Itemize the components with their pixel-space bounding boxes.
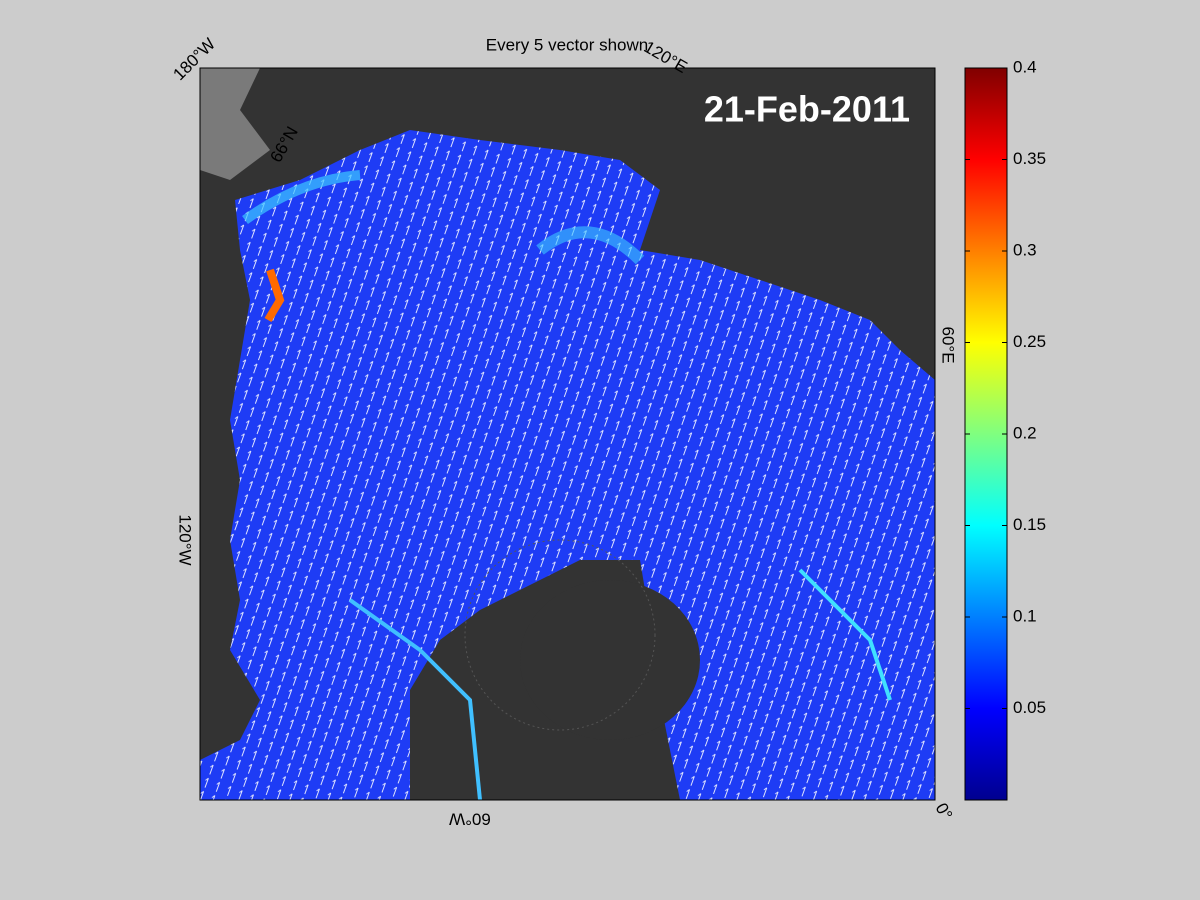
colorbar-tick-label: 0.25 [1013, 332, 1046, 351]
land-light [200, 68, 270, 180]
colorbar-tick-label: 0.2 [1013, 423, 1037, 442]
map-title: Every 5 vector shown [486, 35, 649, 54]
colorbar-tick-label: 0.05 [1013, 698, 1046, 717]
fast-drift [798, 568, 892, 701]
colorbar-tick-label: 0.3 [1013, 240, 1037, 259]
greenland [520, 580, 700, 740]
fast-drift [264, 268, 285, 323]
colorbar-tick-label: 0.15 [1013, 515, 1046, 534]
fast-drift [242, 170, 361, 225]
lon-label: 60°W [449, 810, 491, 829]
map-frame [199, 67, 936, 801]
lon-label: 0° [932, 800, 957, 824]
colorbar-ticks: 0.05 0.1 0.15 0.2 0.25 0.3 0.35 0.4 [965, 57, 1046, 717]
graticule [464, 539, 656, 731]
fast-drift [348, 598, 482, 800]
colorbar-tick-label: 0.1 [1013, 606, 1037, 625]
colorbar-tick-label: 0.4 [1013, 57, 1037, 76]
date: 21-Feb-2011 [704, 89, 910, 130]
lon-label: 120°W [176, 514, 195, 565]
lon-label: 60°E [939, 326, 958, 363]
ocean-vectors [200, 130, 935, 800]
map [200, 68, 935, 800]
colorbar-tick-label: 0.35 [1013, 149, 1046, 168]
colorbar [964, 67, 1008, 801]
fast-drift [536, 226, 645, 265]
